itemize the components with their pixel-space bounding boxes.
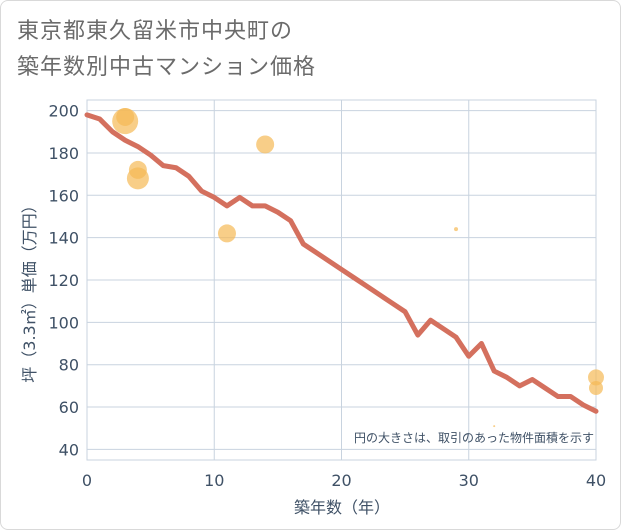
chart-title-line-1: 東京都東久留米市中央町の (17, 19, 294, 44)
y-tick-label: 160 (48, 186, 79, 205)
bubble-point (256, 135, 275, 154)
bubble-point (128, 160, 147, 179)
y-axis-label: 坪（3.3㎡）単価（万円） (20, 197, 39, 382)
line-series (84, 112, 599, 414)
bubble-point (588, 369, 604, 386)
bubble-point (493, 425, 496, 428)
chart-title: 東京都東久留米市中央町の 築年数別中古マンション価格 (17, 14, 316, 86)
grid-lines (86, 99, 597, 461)
y-tick-label: 100 (48, 313, 79, 332)
y-tick-label: 200 (48, 102, 79, 121)
y-tick-label: 180 (48, 144, 79, 163)
y-tick-label: 60 (59, 398, 79, 417)
x-tick-label: 30 (459, 471, 479, 490)
y-tick-label: 40 (59, 440, 79, 459)
x-tick-label: 0 (82, 471, 92, 490)
x-axis-label: 築年数（年） (294, 498, 390, 517)
tick-labels: 40 60 80 100 120 140 160 180 200 0 10 20 30 40 (48, 102, 606, 490)
bubble-point (454, 227, 459, 232)
x-tick-label: 20 (331, 471, 351, 490)
bubble-series (112, 107, 604, 428)
average-price-line (84, 112, 599, 414)
y-tick-label: 140 (48, 229, 79, 248)
chart-title-line-2: 築年数別中古マンション価格 (17, 55, 317, 80)
x-tick-label: 40 (586, 471, 606, 490)
bubble-point (217, 224, 236, 243)
size-note: 円の大きさは、取引のあった物件面積を示す (354, 430, 594, 445)
bubble-point (589, 381, 603, 395)
y-tick-label: 80 (59, 356, 79, 375)
x-tick-label: 10 (204, 471, 224, 490)
y-tick-label: 120 (48, 271, 79, 290)
bubble-point (116, 107, 135, 126)
